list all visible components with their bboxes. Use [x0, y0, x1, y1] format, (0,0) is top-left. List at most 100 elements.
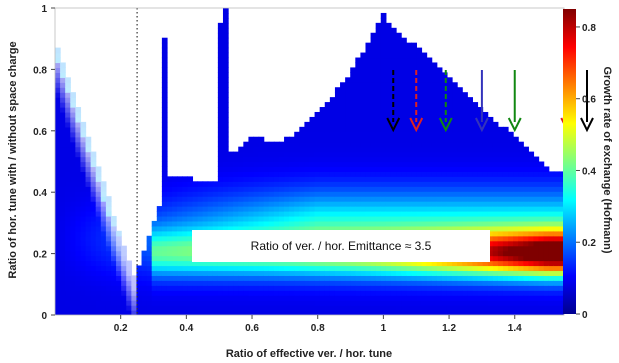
heatmap-cell — [487, 305, 494, 311]
heatmap-cell — [70, 131, 76, 138]
heatmap-cell — [431, 206, 438, 212]
heatmap-cell — [350, 215, 356, 222]
heatmap-cell — [65, 201, 71, 207]
heatmap-cell — [80, 275, 87, 281]
heatmap-cell — [105, 260, 112, 267]
heatmap-cell — [513, 211, 519, 217]
heatmap-cell — [253, 181, 260, 187]
heatmap-cell — [462, 107, 468, 113]
heatmap-cell — [457, 215, 463, 222]
heatmap-cell — [457, 220, 463, 227]
heatmap-cell — [253, 260, 260, 267]
heatmap-cell — [222, 300, 229, 306]
heatmap-cell — [416, 97, 423, 103]
heatmap-cell — [85, 201, 92, 207]
heatmap-cell — [217, 57, 224, 64]
heatmap-cell — [487, 250, 494, 257]
heatmap-cell — [141, 265, 148, 272]
heatmap-cell — [452, 107, 458, 113]
heatmap-cell — [487, 191, 494, 197]
heatmap-cell — [380, 196, 387, 202]
heatmap-cell — [85, 211, 92, 217]
heatmap-cell — [233, 265, 239, 272]
heatmap-cell — [385, 166, 392, 172]
heatmap-cell — [421, 146, 428, 153]
heatmap-cell — [100, 201, 107, 207]
heatmap-cell — [248, 280, 255, 286]
heatmap-cell — [166, 265, 173, 272]
heatmap-cell — [80, 260, 87, 267]
heatmap-cell — [228, 166, 234, 172]
heatmap-cell — [212, 305, 219, 311]
heatmap-cell — [284, 295, 290, 301]
heatmap-cell — [436, 265, 443, 272]
heatmap-cell — [177, 196, 183, 202]
heatmap-cell — [65, 230, 71, 237]
heatmap-cell — [416, 82, 423, 88]
heatmap-cell — [55, 181, 61, 187]
heatmap-cell — [558, 305, 564, 311]
heatmap-cell — [416, 171, 423, 177]
heatmap-cell — [543, 186, 550, 192]
annotation-background — [192, 230, 490, 262]
heatmap-cell — [60, 215, 66, 222]
heatmap-cell — [222, 37, 229, 44]
heatmap-cell — [502, 176, 509, 182]
heatmap-cell — [446, 211, 453, 217]
heatmap-cell — [217, 196, 224, 202]
heatmap-cell — [294, 265, 300, 272]
heatmap-cell — [177, 250, 183, 257]
heatmap-cell — [60, 285, 66, 291]
heatmap-cell — [314, 211, 321, 217]
heatmap-cell — [385, 285, 392, 291]
heatmap-cell — [222, 270, 229, 276]
heatmap-cell — [217, 131, 224, 138]
heatmap-cell — [518, 181, 524, 187]
heatmap-cell — [243, 186, 250, 192]
heatmap-cell — [396, 300, 402, 306]
heatmap-cell — [492, 245, 499, 252]
heatmap-cell — [446, 206, 453, 212]
heatmap-cell — [100, 245, 107, 252]
heatmap-cell — [202, 191, 209, 197]
heatmap-cell — [309, 220, 316, 227]
heatmap-cell — [166, 290, 173, 296]
heatmap-cell — [375, 107, 382, 113]
heatmap-cell — [85, 305, 92, 311]
heatmap-cell — [334, 111, 341, 118]
heatmap-cell — [80, 186, 87, 192]
heatmap-cell — [187, 295, 194, 301]
heatmap-cell — [390, 290, 397, 296]
heatmap-cell — [273, 275, 280, 281]
heatmap-cell — [172, 225, 178, 232]
heatmap-cell — [161, 67, 168, 73]
heatmap-cell — [482, 191, 489, 197]
heatmap-cell — [233, 220, 239, 227]
heatmap-cell — [401, 57, 407, 64]
heatmap-cell — [329, 206, 336, 212]
heatmap-cell — [431, 191, 438, 197]
heatmap-cell — [161, 151, 168, 158]
heatmap-cell — [513, 310, 519, 315]
heatmap-cell — [85, 250, 92, 257]
heatmap-cell — [70, 295, 76, 301]
heatmap-cell — [65, 305, 71, 311]
heatmap-cell — [70, 121, 76, 128]
heatmap-cell — [233, 215, 239, 222]
heatmap-cell — [482, 290, 489, 296]
heatmap-cell — [60, 305, 66, 311]
heatmap-cell — [533, 300, 540, 306]
heatmap-cell — [70, 235, 76, 242]
heatmap-cell — [365, 42, 372, 49]
heatmap-cell — [65, 300, 71, 306]
heatmap-cell — [156, 211, 163, 217]
heatmap-cell — [533, 305, 540, 311]
heatmap-cell — [324, 265, 331, 272]
heatmap-cell — [65, 250, 71, 257]
heatmap-cell — [426, 181, 433, 187]
heatmap-cell — [401, 201, 407, 207]
heatmap-cell — [548, 300, 555, 306]
heatmap-cell — [207, 201, 214, 207]
heatmap-cell — [401, 206, 407, 212]
heatmap-cell — [462, 215, 468, 222]
